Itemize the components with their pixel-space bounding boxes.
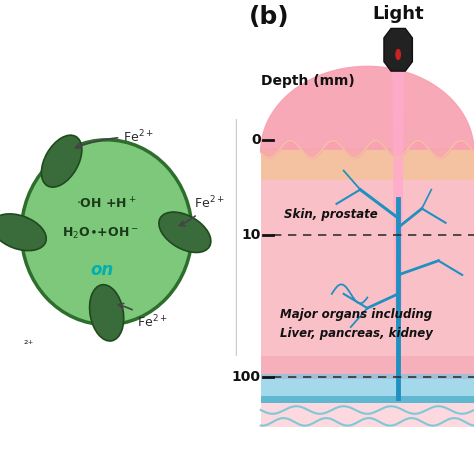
Polygon shape (261, 66, 474, 152)
Ellipse shape (21, 140, 192, 325)
Text: 0: 0 (251, 133, 261, 147)
Text: on: on (90, 261, 113, 279)
Text: ²⁺: ²⁺ (24, 340, 34, 350)
Text: Liver, pancreas, kidney: Liver, pancreas, kidney (280, 327, 433, 339)
Ellipse shape (159, 212, 211, 253)
Text: H$_2$O$\bullet$+OH$^-$: H$_2$O$\bullet$+OH$^-$ (62, 226, 138, 241)
Polygon shape (384, 28, 412, 71)
Polygon shape (392, 71, 404, 308)
Text: Skin, prostate: Skin, prostate (284, 208, 378, 221)
Text: Depth (mm): Depth (mm) (261, 74, 355, 88)
Text: Major organs including: Major organs including (280, 308, 432, 320)
Circle shape (395, 49, 401, 60)
Text: (b): (b) (249, 5, 290, 29)
Text: Fe$^{2+}$: Fe$^{2+}$ (75, 128, 154, 148)
Bar (261, 149, 474, 180)
Bar (261, 396, 474, 403)
Ellipse shape (90, 285, 124, 341)
Bar (261, 403, 474, 427)
Bar (261, 180, 474, 379)
Text: 100: 100 (232, 370, 261, 384)
Text: Light: Light (373, 5, 424, 23)
Text: Fe$^{2+}$: Fe$^{2+}$ (180, 195, 225, 226)
Ellipse shape (41, 135, 82, 187)
Text: $\cdot$OH +H$^+$: $\cdot$OH +H$^+$ (76, 196, 137, 211)
Text: 10: 10 (241, 228, 261, 242)
Ellipse shape (0, 214, 46, 251)
Bar (261, 356, 474, 379)
Bar (261, 374, 474, 398)
Text: Fe$^{2+}$: Fe$^{2+}$ (118, 303, 168, 330)
